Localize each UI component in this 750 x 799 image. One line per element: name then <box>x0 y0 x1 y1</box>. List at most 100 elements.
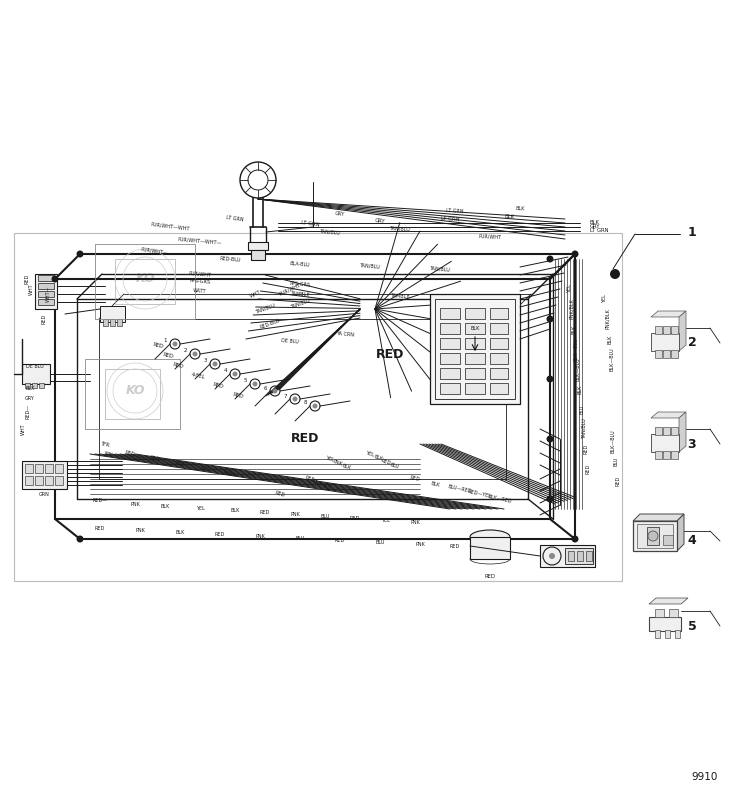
Bar <box>440 383 460 394</box>
Polygon shape <box>679 311 686 351</box>
Text: 9910: 9910 <box>692 772 718 782</box>
Text: BLK: BLK <box>430 482 440 488</box>
Text: GRY: GRY <box>334 211 345 217</box>
Text: 2: 2 <box>688 336 696 349</box>
Text: PPS-GRS: PPS-GRS <box>189 277 211 284</box>
Text: BLU: BLU <box>375 540 385 546</box>
Text: RED: RED <box>584 444 589 454</box>
Text: BLK: BLK <box>230 507 240 512</box>
Text: PNK: PNK <box>255 535 265 539</box>
Bar <box>100 306 125 322</box>
Text: BLK—BLU: BLK—BLU <box>575 357 580 381</box>
Text: RED-BLU: RED-BLU <box>260 318 280 330</box>
Text: LT GRN: LT GRN <box>301 221 320 228</box>
Bar <box>440 323 460 334</box>
Text: 4-FEL: 4-FEL <box>190 372 206 380</box>
Bar <box>665 630 670 638</box>
Bar <box>105 369 160 419</box>
Bar <box>435 299 515 399</box>
Bar <box>669 609 678 617</box>
Text: RED: RED <box>260 510 270 515</box>
Circle shape <box>52 276 58 283</box>
Polygon shape <box>679 412 686 452</box>
Text: 4: 4 <box>224 368 226 373</box>
Bar <box>651 434 679 452</box>
Text: PNK: PNK <box>415 543 425 547</box>
Text: RED: RED <box>41 314 46 324</box>
Bar <box>671 326 678 334</box>
Bar <box>655 609 664 617</box>
Text: 7: 7 <box>284 393 286 399</box>
Text: KO: KO <box>125 384 145 397</box>
Text: BLK: BLK <box>590 221 600 225</box>
Bar <box>465 338 485 349</box>
Text: RED: RED <box>586 464 590 474</box>
Bar <box>655 427 662 435</box>
Text: 2: 2 <box>183 348 187 353</box>
Bar <box>655 350 662 358</box>
Text: RED: RED <box>350 515 360 520</box>
Bar <box>663 350 670 358</box>
Bar <box>470 537 510 559</box>
Text: YEL: YEL <box>380 518 389 523</box>
Text: RED: RED <box>484 574 496 579</box>
Bar <box>35 274 57 309</box>
Bar <box>465 353 485 364</box>
Bar <box>490 338 508 349</box>
Bar <box>440 353 460 364</box>
Bar <box>465 308 485 319</box>
Bar <box>540 545 595 567</box>
Bar <box>671 427 678 435</box>
Polygon shape <box>651 412 686 418</box>
Text: YEL: YEL <box>602 295 608 304</box>
Text: BLK—BLU: BLK—BLU <box>610 348 614 371</box>
Bar <box>45 464 53 473</box>
Bar <box>440 368 460 379</box>
Bar <box>38 283 54 289</box>
Bar <box>38 291 54 297</box>
Text: RED: RED <box>410 475 421 483</box>
Polygon shape <box>651 311 686 317</box>
Bar <box>440 338 460 349</box>
Text: 3: 3 <box>688 438 696 451</box>
Bar <box>22 461 67 489</box>
Text: RED: RED <box>162 352 174 360</box>
Text: RED: RED <box>291 432 320 446</box>
Circle shape <box>547 376 554 383</box>
Bar <box>55 476 63 485</box>
Circle shape <box>76 535 83 543</box>
Bar <box>35 476 43 485</box>
Text: PNK: PNK <box>290 511 300 516</box>
Bar <box>649 617 681 631</box>
Bar <box>115 259 175 304</box>
Text: BLU: BLU <box>320 514 330 519</box>
Text: RED—: RED— <box>92 499 107 503</box>
Bar <box>633 521 677 551</box>
Text: PNK: PNK <box>313 479 323 487</box>
Circle shape <box>212 361 217 367</box>
Circle shape <box>193 352 197 356</box>
Text: PNK: PNK <box>135 528 145 534</box>
Text: TFR: TFR <box>100 440 110 447</box>
Bar <box>25 464 33 473</box>
Text: PNK/BLK: PNK/BLK <box>605 308 610 329</box>
Text: RED: RED <box>175 460 185 467</box>
Text: WHT: WHT <box>28 283 34 295</box>
Text: WHT—: WHT— <box>46 286 50 302</box>
Circle shape <box>76 251 83 257</box>
Bar <box>577 551 583 561</box>
Text: BLK: BLK <box>470 327 480 332</box>
Circle shape <box>253 381 257 387</box>
Bar <box>38 275 54 281</box>
Text: BLK: BLK <box>578 384 583 394</box>
Bar <box>38 299 54 305</box>
Text: RED—: RED— <box>26 403 31 419</box>
Text: PNK/BLK: PNK/BLK <box>569 299 574 320</box>
Text: PNK: PNK <box>332 459 344 467</box>
Polygon shape <box>633 514 684 521</box>
Text: PNK: PNK <box>410 519 420 524</box>
Circle shape <box>572 251 578 257</box>
Bar <box>655 630 660 638</box>
Bar <box>103 319 108 326</box>
Bar <box>663 535 673 545</box>
